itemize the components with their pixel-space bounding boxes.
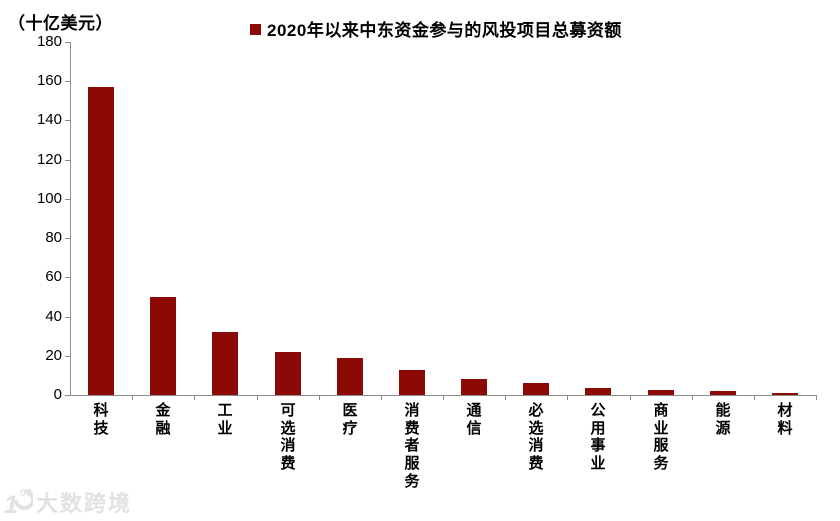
legend-label: 2020年以来中东资金参与的风投项目总募资额	[267, 21, 622, 40]
bar-12	[772, 393, 798, 395]
x-axis-category-label: 材料	[777, 402, 793, 437]
bar-6	[399, 370, 425, 395]
watermark-logo-icon: 1 00	[4, 487, 33, 517]
svg-text:1: 1	[4, 491, 18, 517]
x-axis-tick	[630, 395, 631, 400]
bar-2	[150, 297, 176, 395]
y-axis-tick	[65, 238, 70, 239]
watermark: 1 00 大数跨境	[3, 486, 132, 518]
y-axis-tick-label: 20	[45, 347, 62, 364]
x-axis-category-label: 工业	[217, 402, 233, 437]
x-axis-tick	[132, 395, 133, 400]
y-axis-tick	[65, 42, 70, 43]
y-axis-line	[70, 42, 71, 396]
y-axis-tick-label: 0	[53, 386, 62, 403]
x-axis-category-label: 科技	[93, 402, 109, 437]
y-axis-tick	[65, 356, 70, 357]
x-axis-category-label: 能源	[715, 402, 731, 437]
x-axis-category-label: 公用事业	[590, 402, 606, 473]
y-axis-tick	[65, 277, 70, 278]
x-axis-tick	[194, 395, 195, 400]
x-axis-category-label: 必选消费	[528, 402, 544, 473]
x-axis-category-label: 可选消费	[280, 402, 296, 473]
x-axis-category-label: 金融	[155, 402, 171, 437]
y-axis-tick-label: 100	[36, 190, 62, 207]
x-axis-tick	[381, 395, 382, 400]
bar-5	[337, 358, 363, 395]
legend-marker-icon	[250, 23, 261, 35]
x-axis-tick	[567, 395, 568, 400]
y-axis-tick	[65, 317, 70, 318]
x-axis-tick	[319, 395, 320, 400]
y-axis-tick-label: 40	[45, 308, 62, 325]
legend: 2020年以来中东资金参与的风投项目总募资额	[250, 16, 622, 41]
y-axis-tick	[65, 81, 70, 82]
bar-1	[88, 87, 114, 395]
y-axis-tick-label: 60	[45, 268, 62, 285]
x-axis-category-label: 消费者服务	[404, 402, 420, 490]
svg-text:00: 00	[20, 487, 32, 499]
y-axis-tick-label: 180	[36, 33, 62, 50]
y-axis-tick-label: 140	[36, 111, 62, 128]
watermark-text: 大数跨境	[36, 491, 133, 516]
bar-4	[275, 352, 301, 395]
y-axis-tick-label: 80	[45, 229, 62, 246]
bar-10	[648, 390, 674, 395]
y-axis-tick-label: 160	[36, 72, 62, 89]
y-axis-tick	[65, 395, 70, 396]
y-axis-tick-label: 120	[36, 151, 62, 168]
x-axis-tick	[257, 395, 258, 400]
bar-3	[212, 332, 238, 395]
x-axis-category-label: 通信	[466, 402, 482, 437]
x-axis-category-label: 医疗	[342, 402, 358, 437]
y-axis-unit-label: （十亿美元）	[8, 14, 113, 33]
x-axis-tick	[816, 395, 817, 400]
x-axis-tick	[443, 395, 444, 400]
x-axis-tick	[505, 395, 506, 400]
x-axis-tick	[754, 395, 755, 400]
x-axis-category-label: 商业服务	[653, 402, 669, 473]
x-axis-tick	[692, 395, 693, 400]
y-axis-tick	[65, 120, 70, 121]
bar-8	[523, 383, 549, 395]
bar-11	[710, 391, 736, 395]
y-axis-tick	[65, 160, 70, 161]
bar-9	[585, 388, 611, 395]
y-axis-tick	[65, 199, 70, 200]
bar-7	[461, 379, 487, 395]
